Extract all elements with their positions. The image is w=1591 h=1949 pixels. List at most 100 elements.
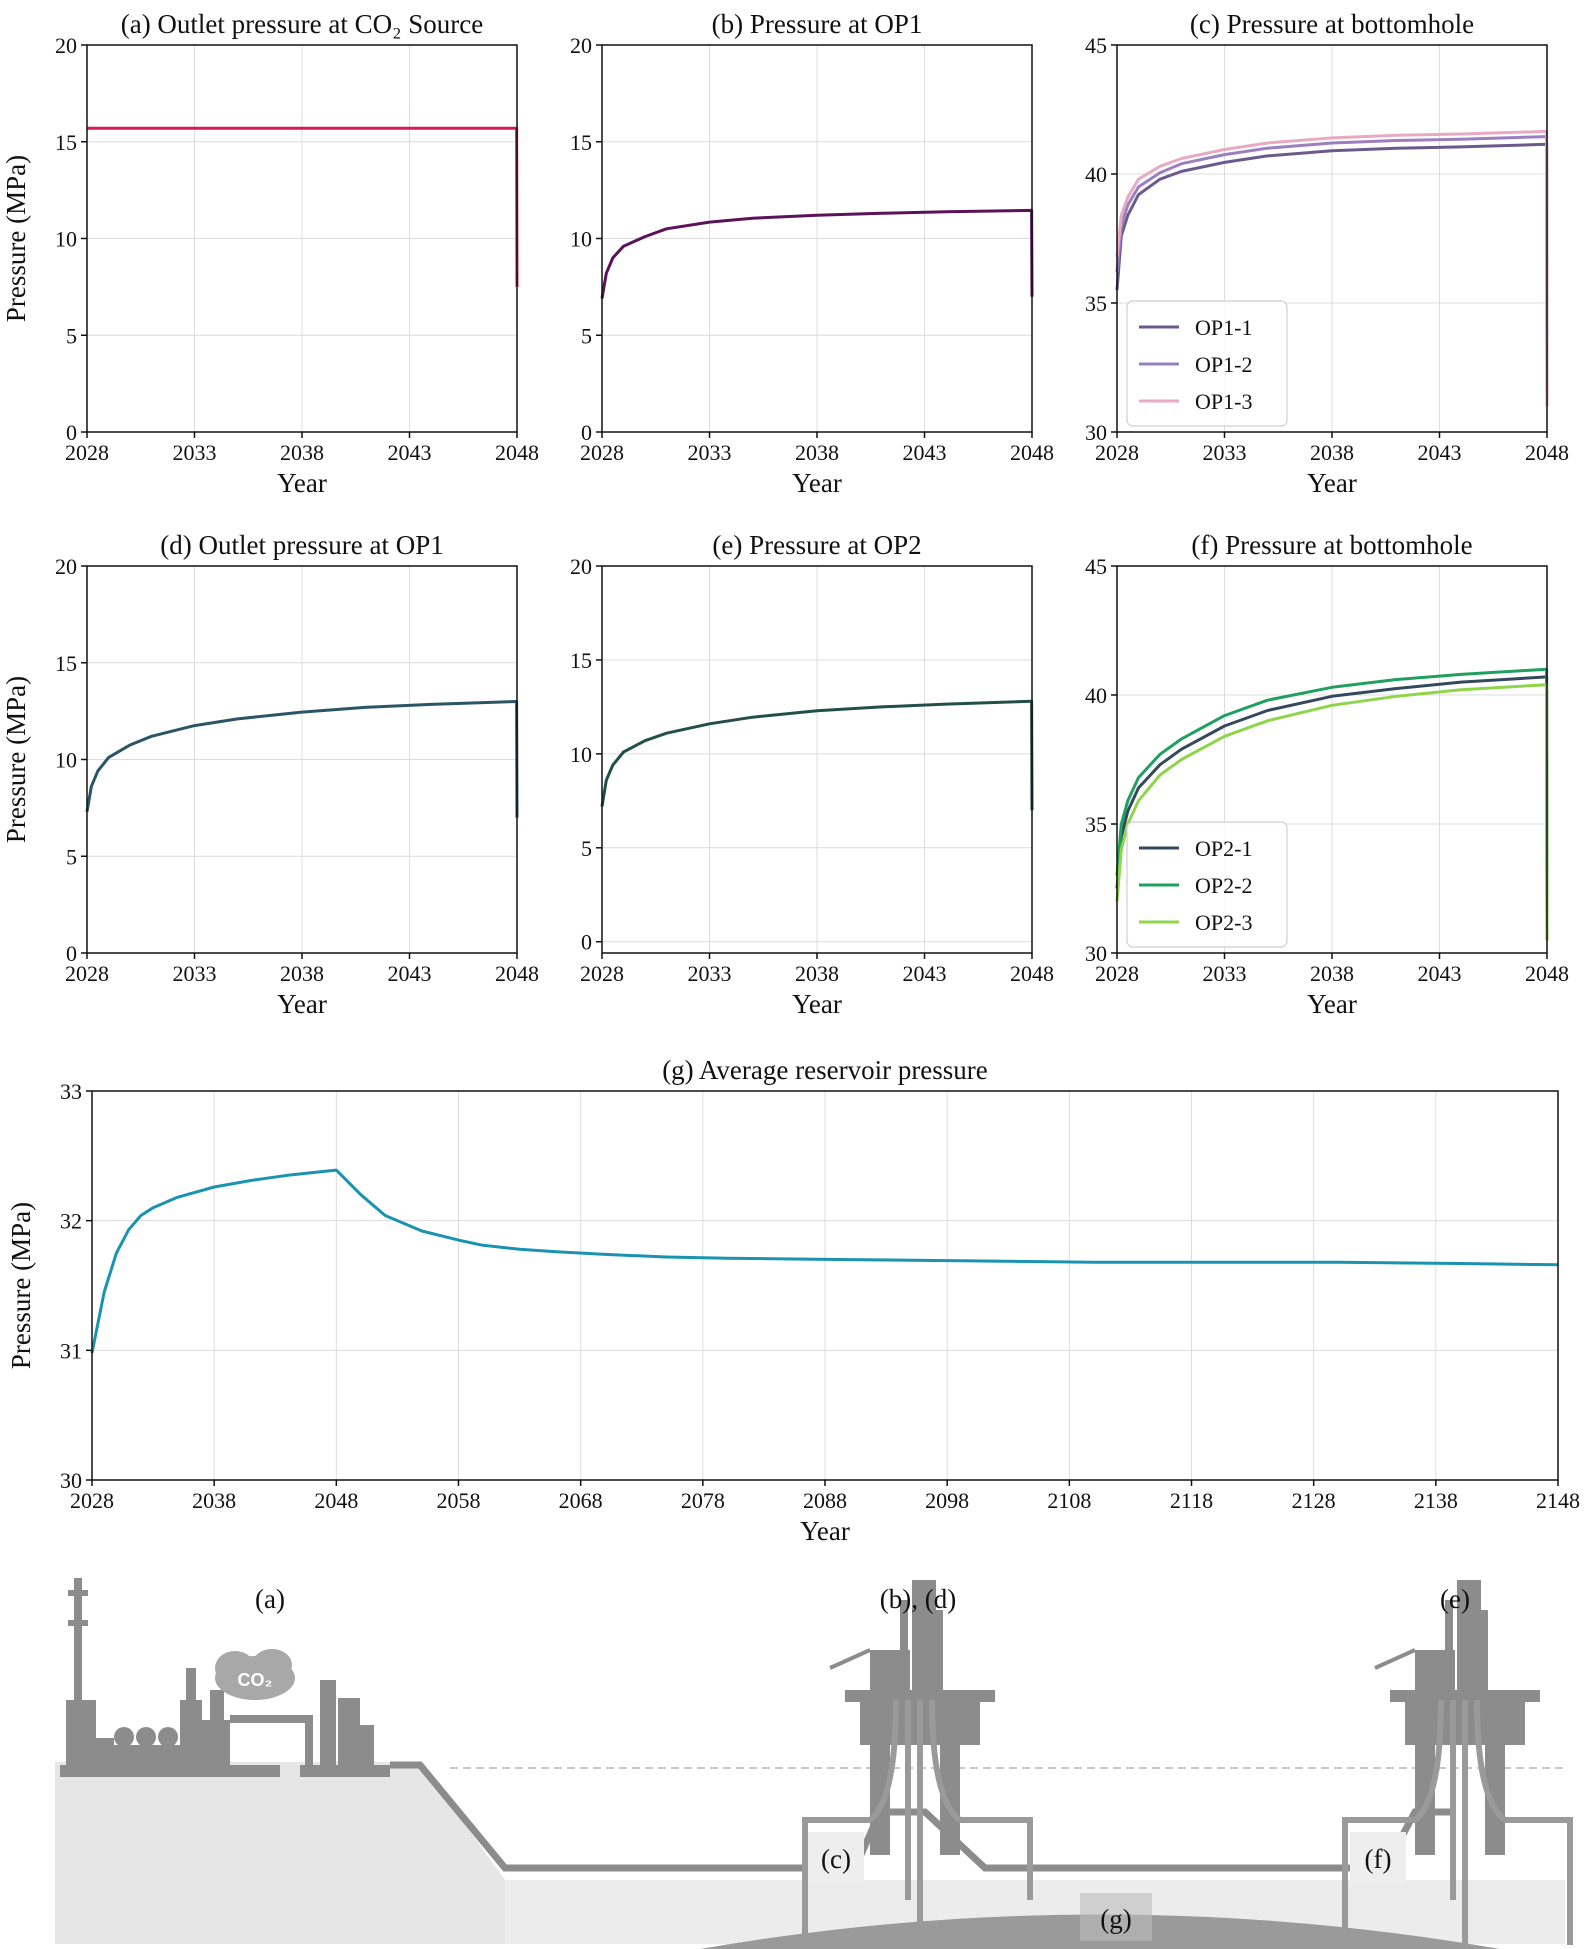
- plot-frame: [91, 1090, 1559, 1481]
- x-tick-label: 2038: [280, 961, 324, 986]
- schematic-label-e: (e): [1440, 1584, 1470, 1614]
- platform-op1-icon: [829, 1580, 995, 1855]
- platform-op2-icon: [1374, 1580, 1540, 1855]
- y-tick-label: 33: [60, 1079, 82, 1104]
- x-axis-label: Year: [1307, 989, 1357, 1019]
- y-axis-label: Pressure (MPa): [6, 1202, 36, 1369]
- chart-title: (f) Pressure at bottomhole: [1191, 530, 1472, 560]
- x-tick-label: 2088: [803, 1488, 847, 1513]
- series-line-OP1-2: [1115, 135, 1549, 407]
- y-tick-label: 5: [581, 836, 592, 861]
- y-tick-label: 45: [1085, 554, 1107, 579]
- y-tick-label: 20: [55, 33, 77, 58]
- schematic-label-b-d: (b), (d): [880, 1584, 956, 1614]
- x-tick-label: 2048: [495, 961, 539, 986]
- x-tick-label: 2138: [1414, 1488, 1458, 1513]
- x-tick-label: 2038: [795, 440, 839, 465]
- x-tick-label: 2048: [1525, 440, 1569, 465]
- x-axis-label: Year: [800, 1516, 850, 1546]
- chart-title: (e) Pressure at OP2: [712, 530, 921, 560]
- reservoir-label-box: [1080, 1893, 1152, 1941]
- y-tick-label: 10: [570, 742, 592, 767]
- legend-label: OP1-3: [1195, 389, 1252, 414]
- x-axis-label: Year: [792, 989, 842, 1019]
- y-tick-label: 10: [55, 748, 77, 773]
- x-tick-label: 2043: [903, 961, 947, 986]
- y-tick-label: 20: [55, 554, 77, 579]
- y-tick-label: 20: [570, 554, 592, 579]
- y-axis-label: Pressure (MPa): [1, 155, 31, 322]
- y-tick-label: 35: [1085, 812, 1107, 837]
- x-tick-label: 2028: [65, 961, 109, 986]
- x-tick-label: 2038: [1310, 961, 1354, 986]
- chart-title: (b) Pressure at OP1: [712, 9, 923, 39]
- x-tick-label: 2028: [70, 1488, 114, 1513]
- x-axis-label: Year: [1307, 468, 1357, 498]
- chart-d: 2028 2033 2038 2043 2048 0 5 10 15 20 (d) Outlet p…: [1, 530, 539, 1019]
- x-tick-label: 2038: [192, 1488, 236, 1513]
- x-tick-label: 2048: [1010, 440, 1054, 465]
- schematic-label-a: (a): [255, 1584, 285, 1614]
- y-tick-label: 40: [1085, 162, 1107, 187]
- wells-op2: [1342, 1699, 1573, 1945]
- x-tick-label: 2048: [1525, 961, 1569, 986]
- chart-b: 2028 2033 2038 2043 2048 0 5 10 15 20 (b) Pressure…: [570, 9, 1054, 498]
- x-tick-label: 2058: [437, 1488, 481, 1513]
- chart-c: 2028 2033 2038 2043 2048 30 35 40 45 (c) Pressure…: [1085, 9, 1569, 498]
- series-line-OP2-1: [1115, 675, 1549, 941]
- co2-cloud-icon: CO₂: [215, 1649, 295, 1700]
- bottomhole-label-box-f: [1350, 1832, 1406, 1884]
- legend-label: OP1-1: [1195, 315, 1252, 340]
- y-tick-label: 32: [60, 1209, 82, 1234]
- series-line-OP1-1: [1115, 142, 1549, 407]
- process-schematic: CO₂: [55, 1578, 1573, 1949]
- x-tick-label: 2048: [495, 440, 539, 465]
- y-tick-label: 30: [1085, 420, 1107, 445]
- y-tick-label: 0: [581, 930, 592, 955]
- x-tick-label: 2033: [173, 961, 217, 986]
- chart-title: (a) Outlet pressure at CO₂ Source: [121, 9, 484, 39]
- legend-box: [1126, 300, 1288, 427]
- x-tick-label: 2038: [795, 961, 839, 986]
- x-tick-label: 2038: [280, 440, 324, 465]
- series-line-b-0: [600, 208, 1034, 299]
- y-axis-label: Pressure (MPa): [1, 676, 31, 843]
- y-tick-label: 0: [581, 420, 592, 445]
- chart-title: (g) Average reservoir pressure: [662, 1055, 988, 1085]
- chart-g: 2028 2038 2048 2058 2068 2078 2088 2098 2108 2118…: [6, 1055, 1580, 1546]
- x-tick-label: 2038: [1310, 440, 1354, 465]
- chart-a: 2028 2033 2038 2043 2048 0 5 10 15 20 (a) Outlet p…: [1, 9, 539, 498]
- y-tick-label: 15: [55, 130, 77, 155]
- chart-f: 2028 2033 2038 2043 2048 30 35 40 45 (f) Pressure…: [1085, 530, 1569, 1019]
- y-tick-label: 5: [581, 323, 592, 348]
- series-line-OP2-2: [1115, 667, 1549, 941]
- y-tick-label: 10: [55, 227, 77, 252]
- plot-frame: [86, 565, 518, 954]
- x-tick-label: 2033: [688, 961, 732, 986]
- y-tick-label: 10: [570, 227, 592, 252]
- x-tick-label: 2028: [1095, 961, 1139, 986]
- plot-frame: [86, 44, 518, 433]
- legend-label: OP2-1: [1195, 836, 1252, 861]
- x-tick-label: 2033: [173, 440, 217, 465]
- chart-e: 2028 2033 2038 2043 2048 0 5 10 15 20 (e) Pressure…: [570, 530, 1054, 1019]
- y-tick-label: 5: [66, 844, 77, 869]
- x-tick-label: 2033: [688, 440, 732, 465]
- x-tick-label: 2108: [1047, 1488, 1091, 1513]
- legend-label: OP1-2: [1195, 352, 1252, 377]
- plot-frame: [1116, 565, 1548, 954]
- legend-label: OP2-2: [1195, 873, 1252, 898]
- x-tick-label: 2118: [1170, 1488, 1213, 1513]
- series-line-d-0: [85, 700, 519, 818]
- x-tick-label: 2128: [1292, 1488, 1336, 1513]
- y-tick-label: 0: [66, 941, 77, 966]
- x-tick-label: 2048: [1010, 961, 1054, 986]
- plot-frame: [1116, 44, 1548, 433]
- series-line-e-0: [600, 699, 1034, 811]
- chart-title: (d) Outlet pressure at OP1: [160, 530, 443, 560]
- x-axis-label: Year: [792, 468, 842, 498]
- y-tick-label: 20: [570, 33, 592, 58]
- x-tick-label: 2028: [65, 440, 109, 465]
